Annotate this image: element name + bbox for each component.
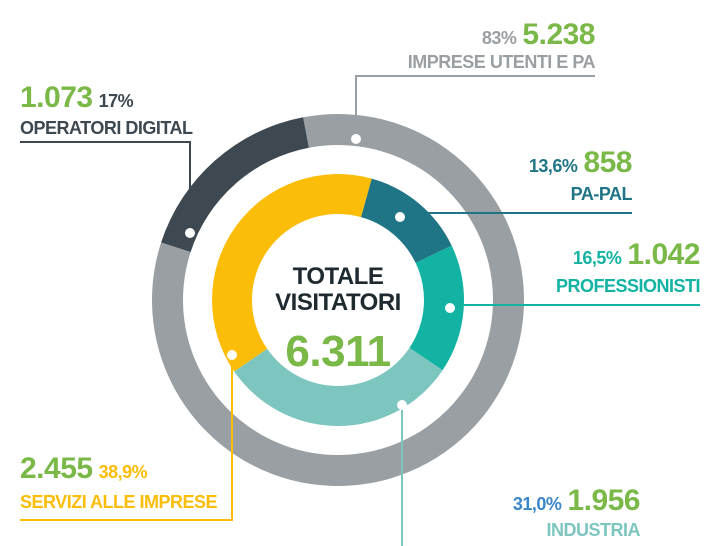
label-row: 1.073 17% [20,81,134,114]
ring-segment [161,117,309,253]
leader-line [399,212,632,217]
ring-segment [234,347,443,427]
percent-label: 83% [482,28,517,48]
leader-line [355,75,595,139]
ring-segment [360,178,452,263]
series-name: SERVIZI ALLE IMPRESE [20,492,218,512]
percent-label: 31,0% [513,494,562,514]
percent-label: 38,9% [99,462,148,482]
series-name: PA-PAL [571,184,633,204]
ring-segment [211,173,372,372]
percent-label: 13,6% [529,156,578,176]
count-label: 5.238 [522,18,595,51]
series-name: IMPRESE UTENTI E PA [408,52,596,72]
label-row: 2.455 38,9% [20,452,148,485]
count-label: 1.956 [567,484,640,517]
label-row: 83% 5.238 [482,18,595,51]
leader-dot [445,303,455,313]
percent-label: 16,5% [573,248,622,268]
count-label: 1.042 [627,238,700,271]
leader-dot [227,350,237,360]
series-name: PROFESSIONISTI [556,276,700,296]
leader-dot [395,212,405,222]
label-row: 13,6% 858 [529,146,632,179]
series-name: INDUSTRIA [547,520,641,540]
leader-line [20,355,233,521]
label-row: 16,5% 1.042 [573,238,700,271]
count-label: 2.455 [20,452,93,485]
leader-dot [397,400,407,410]
leader-dot [185,228,195,238]
count-label: 1.073 [20,81,93,114]
rings [151,114,524,486]
count-label: 858 [583,146,632,179]
leader-line [20,141,191,233]
series-name: OPERATORI DIGITAL [20,118,193,138]
center-total: 6.311 [285,327,390,376]
center-title: VISITATORI [275,289,401,316]
leader-dot [351,134,361,144]
percent-label: 17% [99,91,134,111]
center-title: TOTALE [293,263,384,290]
label-row: 31,0% 1.956 [513,484,640,517]
ring-segment [409,245,465,371]
leader-line [449,304,700,308]
